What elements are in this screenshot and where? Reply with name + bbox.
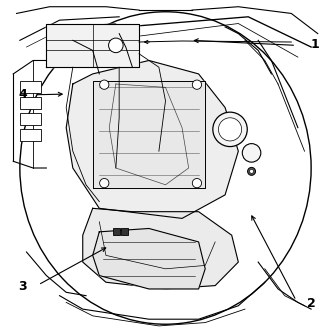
Circle shape xyxy=(242,143,261,162)
Bar xyxy=(20,113,41,125)
Polygon shape xyxy=(46,24,139,67)
Circle shape xyxy=(218,118,242,141)
Circle shape xyxy=(248,167,256,175)
Text: 4: 4 xyxy=(18,88,27,101)
Polygon shape xyxy=(83,208,238,289)
Circle shape xyxy=(192,178,202,188)
Circle shape xyxy=(109,38,123,53)
Bar xyxy=(20,129,41,141)
Text: 1: 1 xyxy=(311,38,319,51)
Circle shape xyxy=(192,80,202,89)
Bar xyxy=(121,228,128,235)
Polygon shape xyxy=(66,60,238,218)
Bar xyxy=(113,228,120,235)
Circle shape xyxy=(213,112,247,146)
Polygon shape xyxy=(93,228,205,289)
Text: 3: 3 xyxy=(18,280,27,293)
Circle shape xyxy=(100,80,109,89)
Bar xyxy=(20,97,41,109)
Ellipse shape xyxy=(20,12,311,324)
Circle shape xyxy=(100,178,109,188)
Polygon shape xyxy=(93,81,205,188)
Text: 2: 2 xyxy=(307,297,315,309)
Circle shape xyxy=(250,169,254,173)
Bar xyxy=(20,81,41,93)
